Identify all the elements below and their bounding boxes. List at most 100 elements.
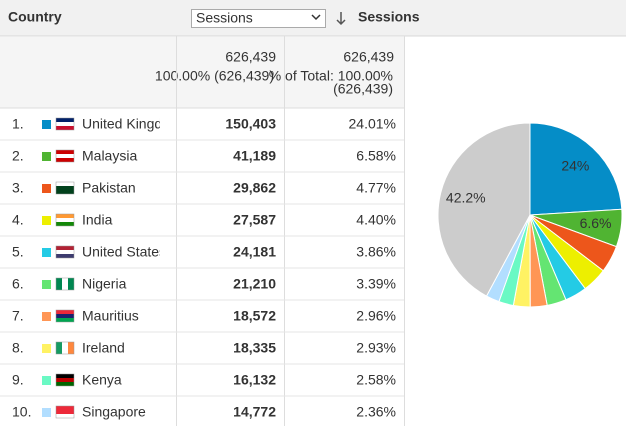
flag [56,374,74,378]
percent-value: 3.86% [356,244,396,260]
flag [56,342,62,354]
flag-border [55,213,75,227]
flag [56,182,74,186]
flag [56,406,74,410]
country-link[interactable]: India [82,212,113,228]
row-index: 7. [12,308,24,324]
sessions-value: 21,210 [233,276,276,292]
percent-value: 2.36% [356,404,396,420]
percent-value: 2.96% [356,308,396,324]
flag [56,122,74,126]
legend-swatch [42,216,51,225]
flag [56,310,74,314]
flag [56,190,74,194]
flag [68,278,74,290]
row-index: 2. [12,148,24,164]
flag [68,342,74,354]
country-link[interactable]: Nigeria [82,276,127,292]
sessions-value: 150,403 [225,116,276,132]
legend-swatch [42,120,51,129]
total-sessions-note: 100.00% (626,439) [155,68,274,84]
flag [56,382,74,386]
flag-border [55,277,75,291]
flag [56,158,74,162]
row-index: 10. [12,404,31,420]
country-link[interactable]: Singapore [82,404,146,420]
total-percent: 626,439 [343,49,394,65]
sessions-value: 29,862 [233,180,276,196]
flag [56,218,74,222]
row-index: 6. [12,276,24,292]
flag [56,118,74,122]
totals-row [0,37,404,108]
slice-label: 6.6% [580,215,612,231]
legend-swatch [42,376,51,385]
flag [56,414,74,418]
sessions-value: 16,132 [233,372,276,388]
flag [56,318,74,322]
country-link[interactable]: Ireland [82,340,125,356]
sessions-value: 14,772 [233,404,276,420]
percent-value: 6.58% [356,148,396,164]
flag [56,150,74,154]
flag [56,278,62,290]
metric-select-text[interactable]: Sessions [196,10,253,26]
country-link[interactable]: United Kingdom [82,116,182,132]
country-link[interactable]: Mauritius [82,308,139,324]
flag [56,250,74,254]
flag-border [55,373,75,387]
flag-border [55,341,75,355]
legend-swatch [42,312,51,321]
flag [62,278,68,290]
total-percent-note: % of Total: 100.00% [269,68,393,84]
flag [56,186,74,190]
flag [56,154,74,158]
sessions-value: 27,587 [233,212,276,228]
legend-swatch [42,344,51,353]
country-link[interactable]: Malaysia [82,148,137,164]
row-index: 5. [12,244,24,260]
sessions-value: 41,189 [233,148,276,164]
percent-value: 4.77% [356,180,396,196]
sessions-value: 18,572 [233,308,276,324]
sessions-value: 24,181 [233,244,276,260]
flag [56,314,74,318]
country-link[interactable]: Pakistan [82,180,136,196]
select-caret[interactable] [311,14,321,21]
percent-value: 4.40% [356,212,396,228]
legend-swatch [42,152,51,161]
row-index: 1. [12,116,24,132]
total-percent-note: (626,439) [333,81,393,97]
flag [56,378,74,382]
country-link[interactable]: Kenya [82,372,122,388]
flag [56,126,74,130]
row-index: 8. [12,340,24,356]
sessions-value: 18,335 [233,340,276,356]
flag [56,254,74,258]
flag [62,342,68,354]
legend-swatch [42,280,51,289]
pie-slice [529,122,623,216]
flag-border [55,181,75,195]
metric-select[interactable] [191,9,326,28]
slice-label: 24% [561,157,589,173]
pie-slice [437,122,531,297]
country-link[interactable]: United States [82,244,166,260]
dimension-header: Country [8,9,62,25]
legend-swatch [42,184,51,193]
flag [56,214,74,218]
flag [56,410,74,414]
legend-swatch [42,408,51,417]
row-index: 4. [12,212,24,228]
sort-arrow[interactable] [336,12,346,26]
flag-border [55,117,75,131]
total-sessions: 626,439 [225,49,276,65]
flag [56,222,74,226]
percent-value: 2.93% [356,340,396,356]
flag-border [55,149,75,163]
percent-value: 3.39% [356,276,396,292]
flag-border [55,245,75,259]
percent-value: 2.58% [356,372,396,388]
percent-value: 24.01% [349,116,396,132]
